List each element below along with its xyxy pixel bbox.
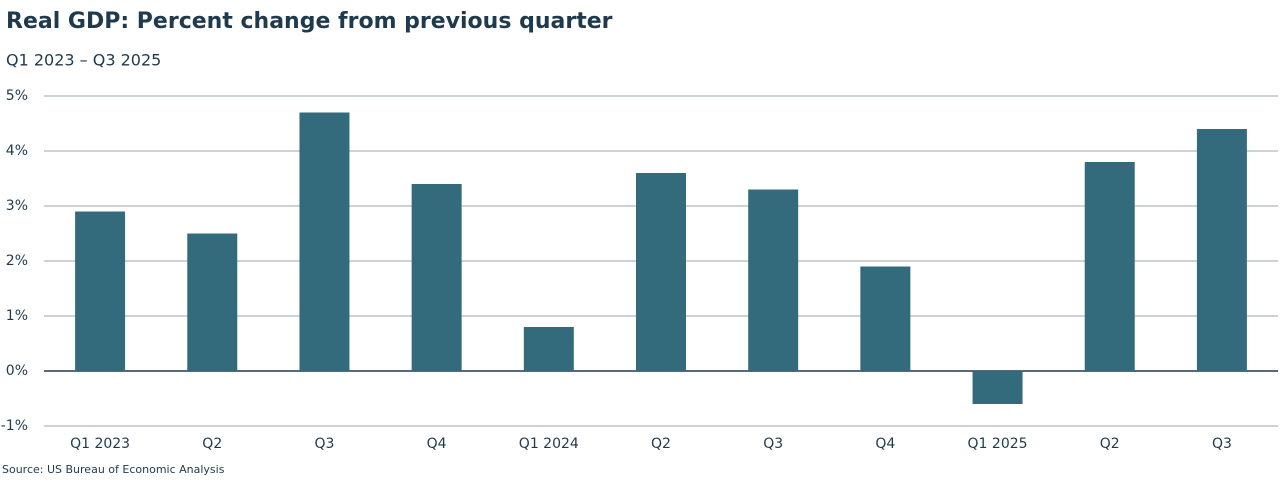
y-tick-label: -1% xyxy=(1,418,28,434)
bar xyxy=(1084,162,1135,371)
x-tick-label: Q1 2023 xyxy=(70,436,130,452)
x-tick-label: Q3 xyxy=(763,436,783,452)
x-tick-label: Q2 xyxy=(1100,436,1120,452)
chart-title: Real GDP: Percent change from previous q… xyxy=(6,9,613,34)
bar xyxy=(187,233,238,371)
y-tick-label: 2% xyxy=(6,253,28,269)
y-tick-label: 4% xyxy=(6,143,28,159)
bar xyxy=(523,327,574,371)
bar xyxy=(860,266,911,371)
y-tick-label: 0% xyxy=(6,363,28,379)
y-tick-label: 5% xyxy=(6,88,28,104)
y-tick-label: 3% xyxy=(6,198,28,214)
bar xyxy=(972,371,1023,404)
bar xyxy=(75,211,126,371)
source-note: Source: US Bureau of Economic Analysis xyxy=(2,463,225,476)
bar xyxy=(636,173,686,371)
x-tick-label: Q3 xyxy=(1212,436,1232,452)
bar xyxy=(299,112,350,371)
chart-subtitle: Q1 2023 – Q3 2025 xyxy=(6,51,161,70)
x-tick-label: Q4 xyxy=(427,436,447,452)
x-tick-label: Q4 xyxy=(875,436,895,452)
x-tick-label: Q2 xyxy=(651,436,671,452)
x-tick-label: Q2 xyxy=(202,436,222,452)
bar xyxy=(1196,129,1247,371)
x-tick-label: Q3 xyxy=(314,436,334,452)
x-tick-label: Q1 2024 xyxy=(519,436,579,452)
x-tick-label: Q1 2025 xyxy=(968,436,1028,452)
y-tick-label: 1% xyxy=(6,308,28,324)
bar xyxy=(748,189,799,371)
bar xyxy=(411,184,462,371)
